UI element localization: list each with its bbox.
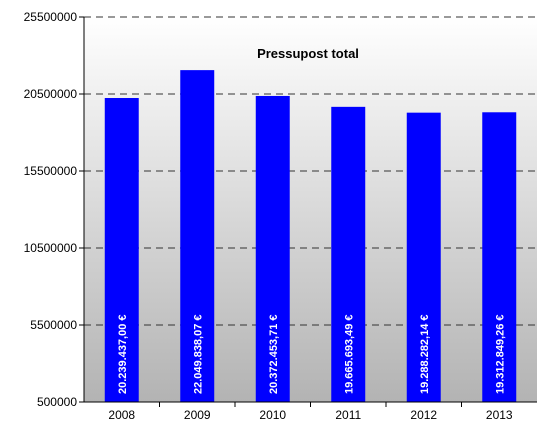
bar <box>406 112 441 402</box>
y-tick-label: 10500000 <box>24 241 78 255</box>
x-tick-label: 2010 <box>259 408 286 422</box>
x-tick-label: 2009 <box>184 408 211 422</box>
bar <box>482 112 517 403</box>
data-label: 19.312.849,26 € <box>494 314 506 394</box>
bar <box>331 106 366 402</box>
plot-area-background <box>84 17 537 402</box>
y-tick-label: 5500000 <box>30 318 77 332</box>
bar <box>255 95 290 403</box>
data-label: 22.049.838,07 € <box>192 314 204 394</box>
x-tick-label: 2013 <box>486 408 513 422</box>
y-tick-label: 20500000 <box>24 87 78 101</box>
y-tick-label: 15500000 <box>24 164 78 178</box>
data-label: 19.288.282,14 € <box>419 314 431 394</box>
data-label: 20.372.453,71 € <box>268 314 280 394</box>
x-tick-label: 2008 <box>108 408 135 422</box>
y-tick-label: 25500000 <box>24 10 78 24</box>
y-tick-label: 500000 <box>37 395 77 409</box>
chart-title: Pressupost total <box>257 46 359 61</box>
data-label: 19.665.693,49 € <box>343 314 355 394</box>
x-tick-label: 2011 <box>335 408 361 422</box>
data-label: 20.239.437,00 € <box>117 314 129 394</box>
x-tick-label: 2012 <box>410 408 437 422</box>
bar <box>104 98 139 403</box>
bar <box>180 70 215 402</box>
